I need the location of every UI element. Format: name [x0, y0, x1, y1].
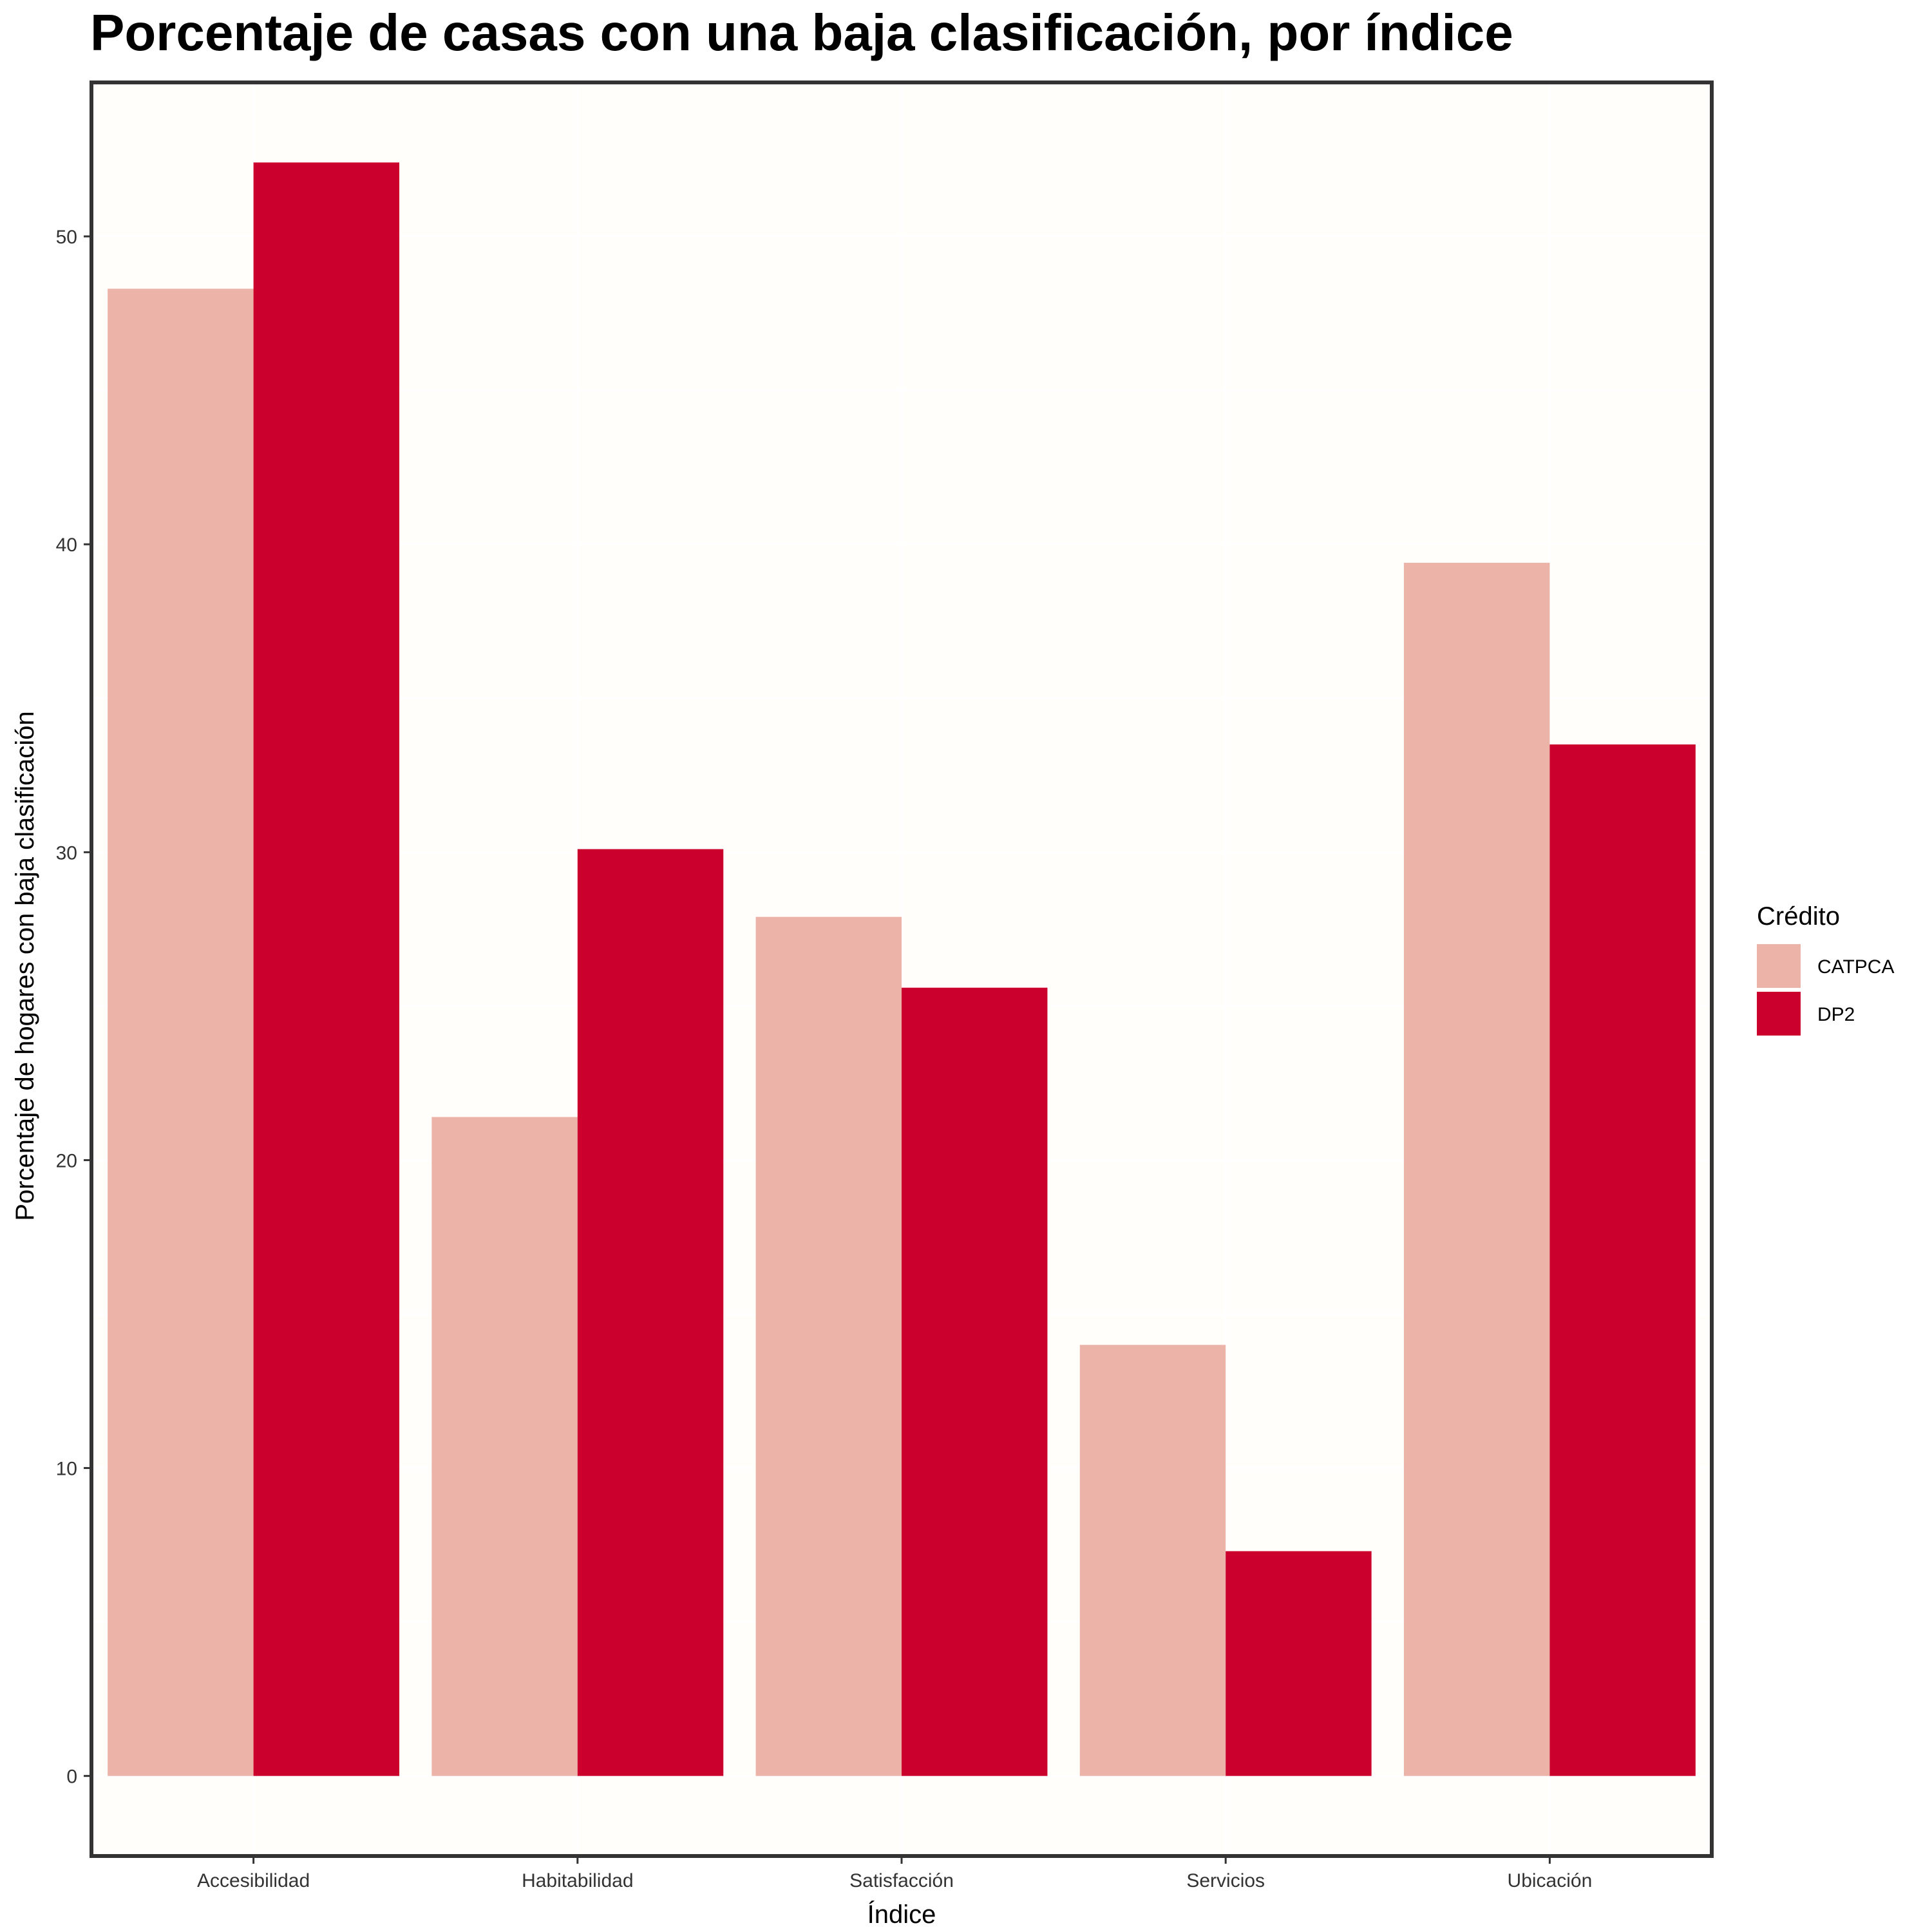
x-tick-label: Habitabilidad — [522, 1870, 633, 1891]
x-axis: Accesibilidad Habitabilidad Satisfacción Se… — [197, 1856, 1592, 1891]
y-tick-label: 0 — [66, 1766, 77, 1788]
x-tick-label: Accesibilidad — [197, 1870, 310, 1891]
legend-label-catpca: CATPCA — [1817, 956, 1894, 978]
x-tick-label: Satisfacción — [849, 1870, 954, 1891]
chart-title: Porcentaje de casas con una baja clasifi… — [90, 4, 1513, 61]
bar-dp2-3 — [1226, 1551, 1372, 1776]
bars — [108, 162, 1696, 1776]
bar-dp2-2 — [902, 987, 1048, 1776]
y-tick-label: 30 — [56, 842, 77, 864]
legend-label-dp2: DP2 — [1817, 1004, 1855, 1025]
y-tick-label: 10 — [56, 1459, 77, 1480]
y-axis: 0 10 20 30 40 50 — [56, 227, 91, 1788]
bar-catpca-1 — [431, 1117, 578, 1776]
x-axis-title: Índice — [867, 1900, 936, 1929]
bar-dp2-0 — [253, 162, 400, 1776]
y-axis-title: Porcentaje de hogares con baja clasifica… — [11, 711, 39, 1221]
bar-dp2-4 — [1549, 744, 1696, 1776]
legend: Crédito CATPCA DP2 — [1757, 902, 1894, 1036]
y-tick-label: 20 — [56, 1150, 77, 1171]
legend-title: Crédito — [1757, 902, 1840, 931]
bar-catpca-0 — [108, 289, 254, 1776]
x-tick-label: Servicios — [1186, 1870, 1265, 1891]
legend-key-catpca — [1757, 944, 1801, 988]
bar-catpca-3 — [1079, 1345, 1226, 1776]
legend-key-dp2 — [1757, 992, 1801, 1036]
x-tick-label: Ubicación — [1508, 1870, 1593, 1891]
y-tick-label: 40 — [56, 535, 77, 556]
y-tick-label: 50 — [56, 227, 77, 248]
bar-dp2-1 — [577, 849, 724, 1776]
bar-catpca-4 — [1403, 562, 1550, 1776]
bar-catpca-2 — [755, 916, 902, 1776]
